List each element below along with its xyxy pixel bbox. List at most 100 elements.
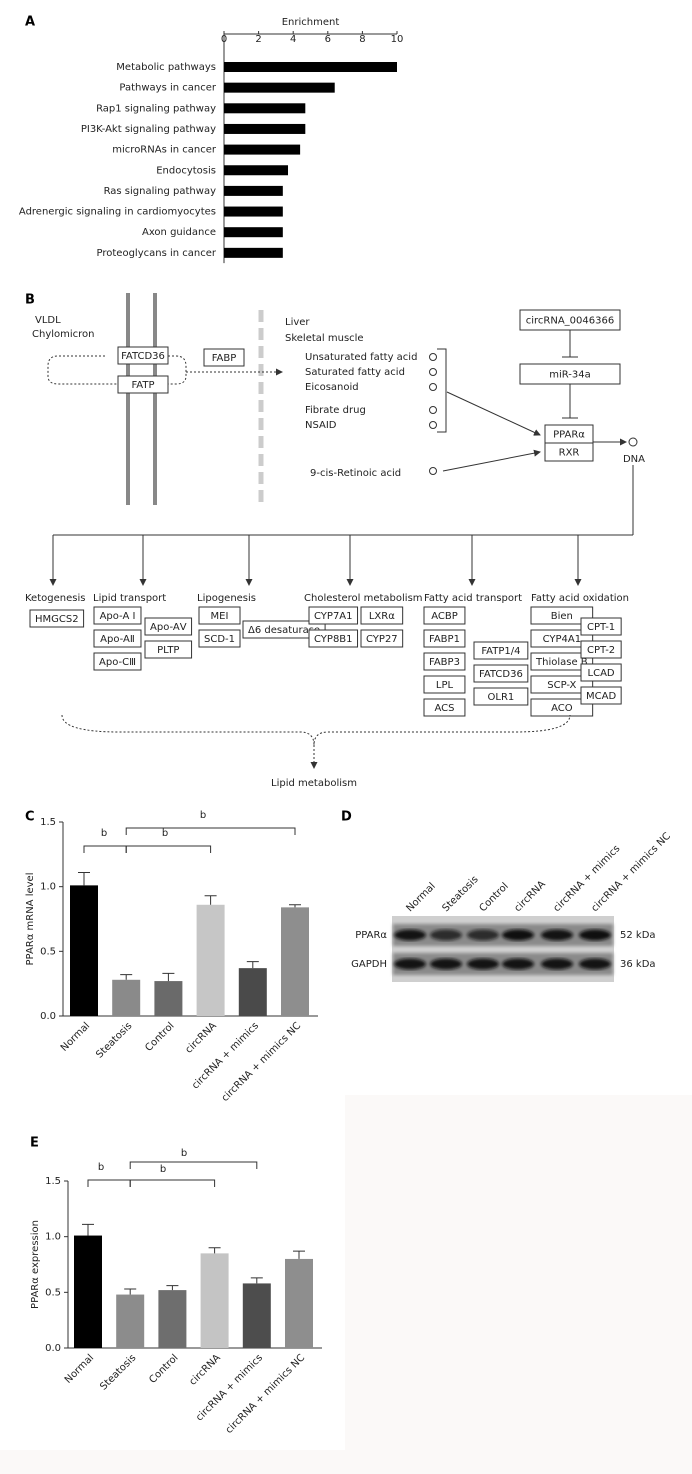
node-box bbox=[530, 675, 594, 694]
node-box bbox=[423, 629, 466, 648]
node-label: Apo-A Ⅰ bbox=[100, 611, 136, 622]
node-label: CYP27 bbox=[366, 634, 398, 645]
node-label: FATCD36 bbox=[479, 669, 523, 680]
node-label: Bien bbox=[551, 611, 573, 622]
significance-bracket bbox=[129, 1161, 258, 1169]
group-title: Ketogenesis bbox=[25, 593, 85, 604]
node-box bbox=[473, 641, 529, 660]
dna-marker bbox=[628, 437, 638, 447]
x-tick-label: 8 bbox=[359, 34, 365, 45]
node-label: MCAD bbox=[586, 691, 616, 702]
bar bbox=[224, 123, 306, 134]
node-box bbox=[530, 606, 594, 625]
bar bbox=[224, 62, 397, 72]
x-tick-label: 0 bbox=[221, 34, 227, 45]
node-box bbox=[308, 629, 359, 648]
node-label: LXRα bbox=[369, 611, 395, 622]
node-box bbox=[423, 675, 466, 694]
group-title: Lipogenesis bbox=[197, 593, 256, 604]
label: Liver bbox=[285, 317, 310, 328]
blot-band bbox=[430, 958, 462, 970]
ligand-marker bbox=[429, 368, 437, 376]
bar bbox=[74, 1235, 102, 1348]
inhibition bbox=[562, 384, 578, 419]
ligand-marker bbox=[429, 467, 437, 475]
node-label: FABP1 bbox=[429, 634, 460, 645]
bar bbox=[285, 1258, 313, 1348]
label: VLDL bbox=[35, 315, 61, 326]
error-bar bbox=[289, 904, 301, 908]
y-tick-label: 0.0 bbox=[45, 1343, 61, 1354]
ligand-marker bbox=[429, 421, 437, 429]
x-tick-label: 6 bbox=[325, 34, 331, 45]
x-axis-title: Enrichment bbox=[282, 17, 340, 28]
blot-band bbox=[430, 929, 462, 941]
label: Unsaturated fatty acid bbox=[305, 352, 417, 363]
node-label: SCP-X bbox=[547, 680, 576, 691]
label: Eicosanoid bbox=[305, 382, 359, 393]
node-box bbox=[360, 606, 404, 625]
blot-band bbox=[467, 929, 499, 941]
arrow bbox=[446, 391, 541, 436]
node-box bbox=[473, 687, 529, 706]
node-label: CPT-1 bbox=[587, 622, 615, 633]
annotation: b bbox=[181, 1148, 187, 1159]
error-bar bbox=[82, 1223, 94, 1236]
label: Lipid metabolism bbox=[271, 778, 357, 789]
annotation: b bbox=[162, 828, 168, 839]
node-box bbox=[29, 609, 85, 628]
node-box bbox=[203, 348, 245, 367]
group-title: Fatty acid oxidation bbox=[531, 593, 629, 604]
y-tick-label: Pathways in cancer bbox=[119, 83, 216, 94]
node-label: FABP3 bbox=[429, 657, 460, 668]
y-tick-label: 0.5 bbox=[40, 946, 56, 957]
bar bbox=[196, 904, 225, 1016]
annotation: b bbox=[98, 1162, 104, 1173]
node-label: CPT-2 bbox=[587, 645, 615, 656]
node-label: FATP1/4 bbox=[481, 646, 520, 657]
ligand-marker bbox=[429, 353, 437, 361]
node-box bbox=[530, 698, 594, 717]
bar bbox=[224, 165, 289, 176]
node-label: miR-34a bbox=[549, 370, 591, 381]
y-tick-label: Proteoglycans in cancer bbox=[97, 248, 217, 259]
background bbox=[0, 0, 692, 1095]
node-box bbox=[308, 606, 359, 625]
node-box bbox=[423, 698, 466, 717]
panel-label: B bbox=[25, 293, 35, 308]
blot-band bbox=[394, 929, 426, 941]
node-box bbox=[580, 640, 622, 659]
ligand-marker bbox=[429, 383, 437, 391]
node-box bbox=[530, 652, 594, 671]
blot-band bbox=[579, 958, 611, 970]
error-bar bbox=[124, 1288, 137, 1295]
node-label: CYP7A1 bbox=[314, 611, 353, 622]
ligand-marker bbox=[429, 406, 437, 414]
y-tick-label: Rap1 signaling pathway bbox=[96, 103, 216, 114]
node-label: SCD-1 bbox=[204, 634, 235, 645]
node-label: OLR1 bbox=[488, 692, 515, 703]
bar bbox=[242, 1283, 271, 1348]
error-bar bbox=[293, 1250, 305, 1259]
node-box bbox=[144, 640, 193, 659]
annotation: b bbox=[200, 810, 206, 821]
bar bbox=[112, 979, 141, 1016]
node-label: FATCD36 bbox=[121, 351, 165, 362]
bar bbox=[70, 885, 98, 1016]
label: DNA bbox=[623, 454, 645, 465]
node-box bbox=[93, 652, 142, 671]
blot-band bbox=[502, 929, 534, 941]
y-tick-label: Endocytosis bbox=[156, 165, 216, 176]
node-box bbox=[144, 617, 193, 636]
error-bar bbox=[166, 1285, 179, 1291]
significance-bracket bbox=[125, 845, 212, 853]
bar bbox=[224, 206, 283, 217]
bracket bbox=[437, 348, 447, 433]
node-label: Apo-CⅢ bbox=[99, 657, 136, 668]
error-bar bbox=[162, 972, 175, 982]
blot-band bbox=[541, 929, 573, 941]
group-title: Lipid transport bbox=[93, 593, 166, 604]
label: NSAID bbox=[305, 420, 337, 431]
y-tick-label: microRNAs in cancer bbox=[112, 145, 217, 156]
label: Chylomicron bbox=[32, 329, 95, 340]
